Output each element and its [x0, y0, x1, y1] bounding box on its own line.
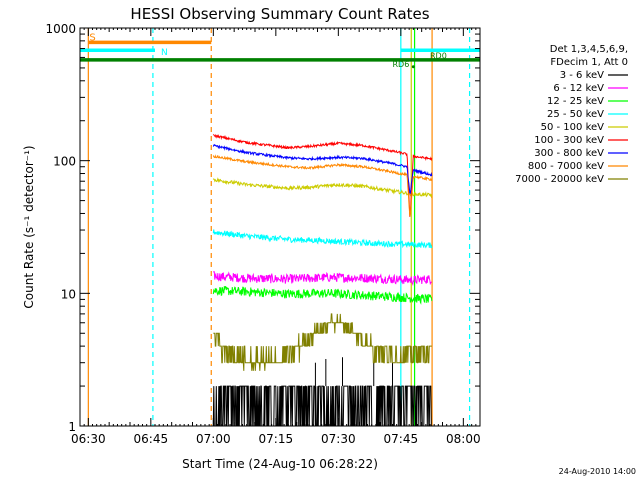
- legend-header: Det 1,3,4,5,6,9,: [550, 44, 628, 55]
- series-line: [212, 177, 433, 199]
- flag-label: RD6: [393, 60, 410, 69]
- series-line: [212, 271, 432, 287]
- series-line: [212, 154, 433, 217]
- x-tick-label: 08:00: [446, 432, 481, 446]
- flag-label: N: [161, 48, 168, 58]
- legend-entry: 300 - 800 keV: [534, 148, 604, 159]
- legend-entry: 800 - 7000 keV: [528, 161, 604, 172]
- legend-entry: 50 - 100 keV: [541, 122, 605, 133]
- series-line: [212, 385, 432, 427]
- x-tick-label: 07:00: [196, 432, 231, 446]
- legend: Det 1,3,4,5,6,9, FDecim 1, Att 0 3 - 6 keV…: [515, 44, 628, 185]
- y-tick-label: 100: [53, 155, 76, 169]
- series-line: [212, 229, 433, 249]
- y-tick-label: 1: [68, 420, 76, 434]
- y-tick-label: 1000: [45, 22, 76, 36]
- flag-label: RD0: [430, 51, 447, 60]
- footer-timestamp: 24-Aug-2010 14:00: [559, 467, 636, 476]
- y-axis-label: Count Rate (s⁻¹ detector⁻¹): [22, 145, 36, 308]
- plot-area: S N RD0 RD6: [80, 28, 480, 427]
- x-tick-label: 07:15: [259, 432, 294, 446]
- x-tick-label: 07:30: [321, 432, 356, 446]
- legend-entry: 3 - 6 keV: [560, 70, 604, 81]
- x-axis: 06:30 06:45 07:00 07:15 07:30 07:45 08:00: [71, 28, 481, 446]
- legend-header: FDecim 1, Att 0: [550, 57, 628, 68]
- series-line: [212, 286, 433, 305]
- flag-label: S: [89, 32, 95, 43]
- x-tick-label: 06:45: [134, 432, 169, 446]
- y-axis: 1 10 100 1000: [45, 22, 480, 434]
- series-line: [212, 134, 433, 217]
- legend-entry: 6 - 12 keV: [553, 83, 604, 94]
- x-tick-label: 06:30: [71, 432, 106, 446]
- legend-entry: 12 - 25 keV: [547, 96, 604, 107]
- series-line: [213, 313, 432, 371]
- legend-entry: 100 - 300 keV: [534, 135, 604, 146]
- x-tick-label: 07:45: [384, 432, 419, 446]
- legend-entry: 7000 - 20000 keV: [515, 174, 604, 185]
- x-axis-label: Start Time (24-Aug-10 06:28:22): [182, 457, 378, 471]
- flag-dot: [411, 65, 415, 69]
- plot-frame: [79, 27, 481, 427]
- chart-title: HESSI Observing Summary Count Rates: [130, 5, 429, 23]
- y-tick-label: 10: [61, 287, 76, 301]
- series-line: [212, 143, 433, 195]
- legend-entry: 25 - 50 keV: [547, 109, 604, 120]
